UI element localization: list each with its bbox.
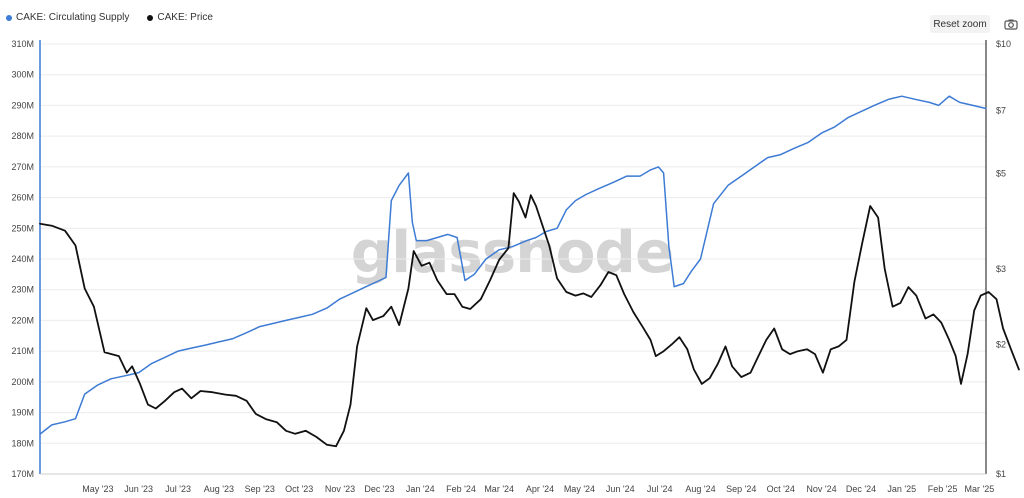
y-right-tick-label: $2 (996, 340, 1006, 350)
x-tick-label: Jul '24 (647, 484, 673, 494)
x-tick-label: Dec '24 (846, 484, 876, 494)
x-tick-label: Jan '24 (406, 484, 435, 494)
y-left-tick-label: 220M (11, 315, 34, 325)
x-tick-label: Aug '23 (204, 484, 234, 494)
x-tick-label: Feb '25 (928, 484, 958, 494)
y-left-tick-label: 240M (11, 254, 34, 264)
price-series-line (39, 192, 1020, 448)
legend-item-price[interactable]: CAKE: Price (147, 12, 213, 23)
x-tick-label: Dec '23 (364, 484, 394, 494)
y-left-tick-label: 210M (11, 346, 34, 356)
y-left-tick-label: 300M (11, 70, 34, 80)
x-tick-label: Mar '25 (965, 484, 995, 494)
y-left-tick-label: 310M (11, 39, 34, 49)
x-tick-label: Jan '25 (887, 484, 916, 494)
x-tick-label: Oct '23 (285, 484, 313, 494)
y-left-tick-label: 290M (11, 100, 34, 110)
legend-dot-price (147, 14, 154, 21)
x-tick-label: Jun '24 (606, 484, 635, 494)
y-right-tick-label: $7 (996, 106, 1006, 116)
legend-item-supply[interactable]: CAKE: Circulating Supply (6, 12, 129, 23)
x-tick-label: May '23 (82, 484, 113, 494)
y-left-tick-label: 180M (11, 438, 34, 448)
y-left-tick-label: 230M (11, 285, 34, 295)
y-left-tick-label: 170M (11, 469, 34, 479)
x-tick-label: Mar '24 (484, 484, 514, 494)
chart-legend: CAKE: Circulating Supply CAKE: Price (6, 12, 213, 23)
supply-series-line (39, 95, 987, 435)
x-tick-label: Aug '24 (685, 484, 715, 494)
x-tick-label: Nov '23 (325, 484, 355, 494)
y-left-tick-label: 280M (11, 131, 34, 141)
y-right-tick-label: $1 (996, 469, 1006, 479)
y-right-tick-label: $5 (996, 168, 1006, 178)
y-left-tick-label: 250M (11, 223, 34, 233)
y-left-tick-label: 270M (11, 162, 34, 172)
y-left-tick-label: 260M (11, 193, 34, 203)
watermark-text: glassnode (351, 218, 674, 286)
x-tick-label: Apr '24 (526, 484, 554, 494)
reset-zoom-button[interactable]: Reset zoom (930, 15, 990, 33)
y-left-tick-label: 200M (11, 377, 34, 387)
legend-dot-supply (6, 14, 12, 21)
x-tick-label: Sep '23 (245, 484, 275, 494)
y-left-tick-label: 190M (11, 408, 34, 418)
x-tick-label: May '24 (564, 484, 595, 494)
x-tick-label: Nov '24 (806, 484, 836, 494)
y-right-tick-label: $10 (996, 39, 1011, 49)
legend-label-price: CAKE: Price (157, 12, 213, 23)
y-right-tick-label: $3 (996, 264, 1006, 274)
x-tick-label: Jul '23 (165, 484, 191, 494)
legend-label-supply: CAKE: Circulating Supply (16, 12, 130, 23)
x-tick-label: Jun '23 (124, 484, 153, 494)
camera-icon[interactable] (1004, 17, 1018, 31)
x-tick-label: Oct '24 (767, 484, 795, 494)
x-tick-label: Feb '24 (446, 484, 476, 494)
x-tick-label: Sep '24 (726, 484, 756, 494)
